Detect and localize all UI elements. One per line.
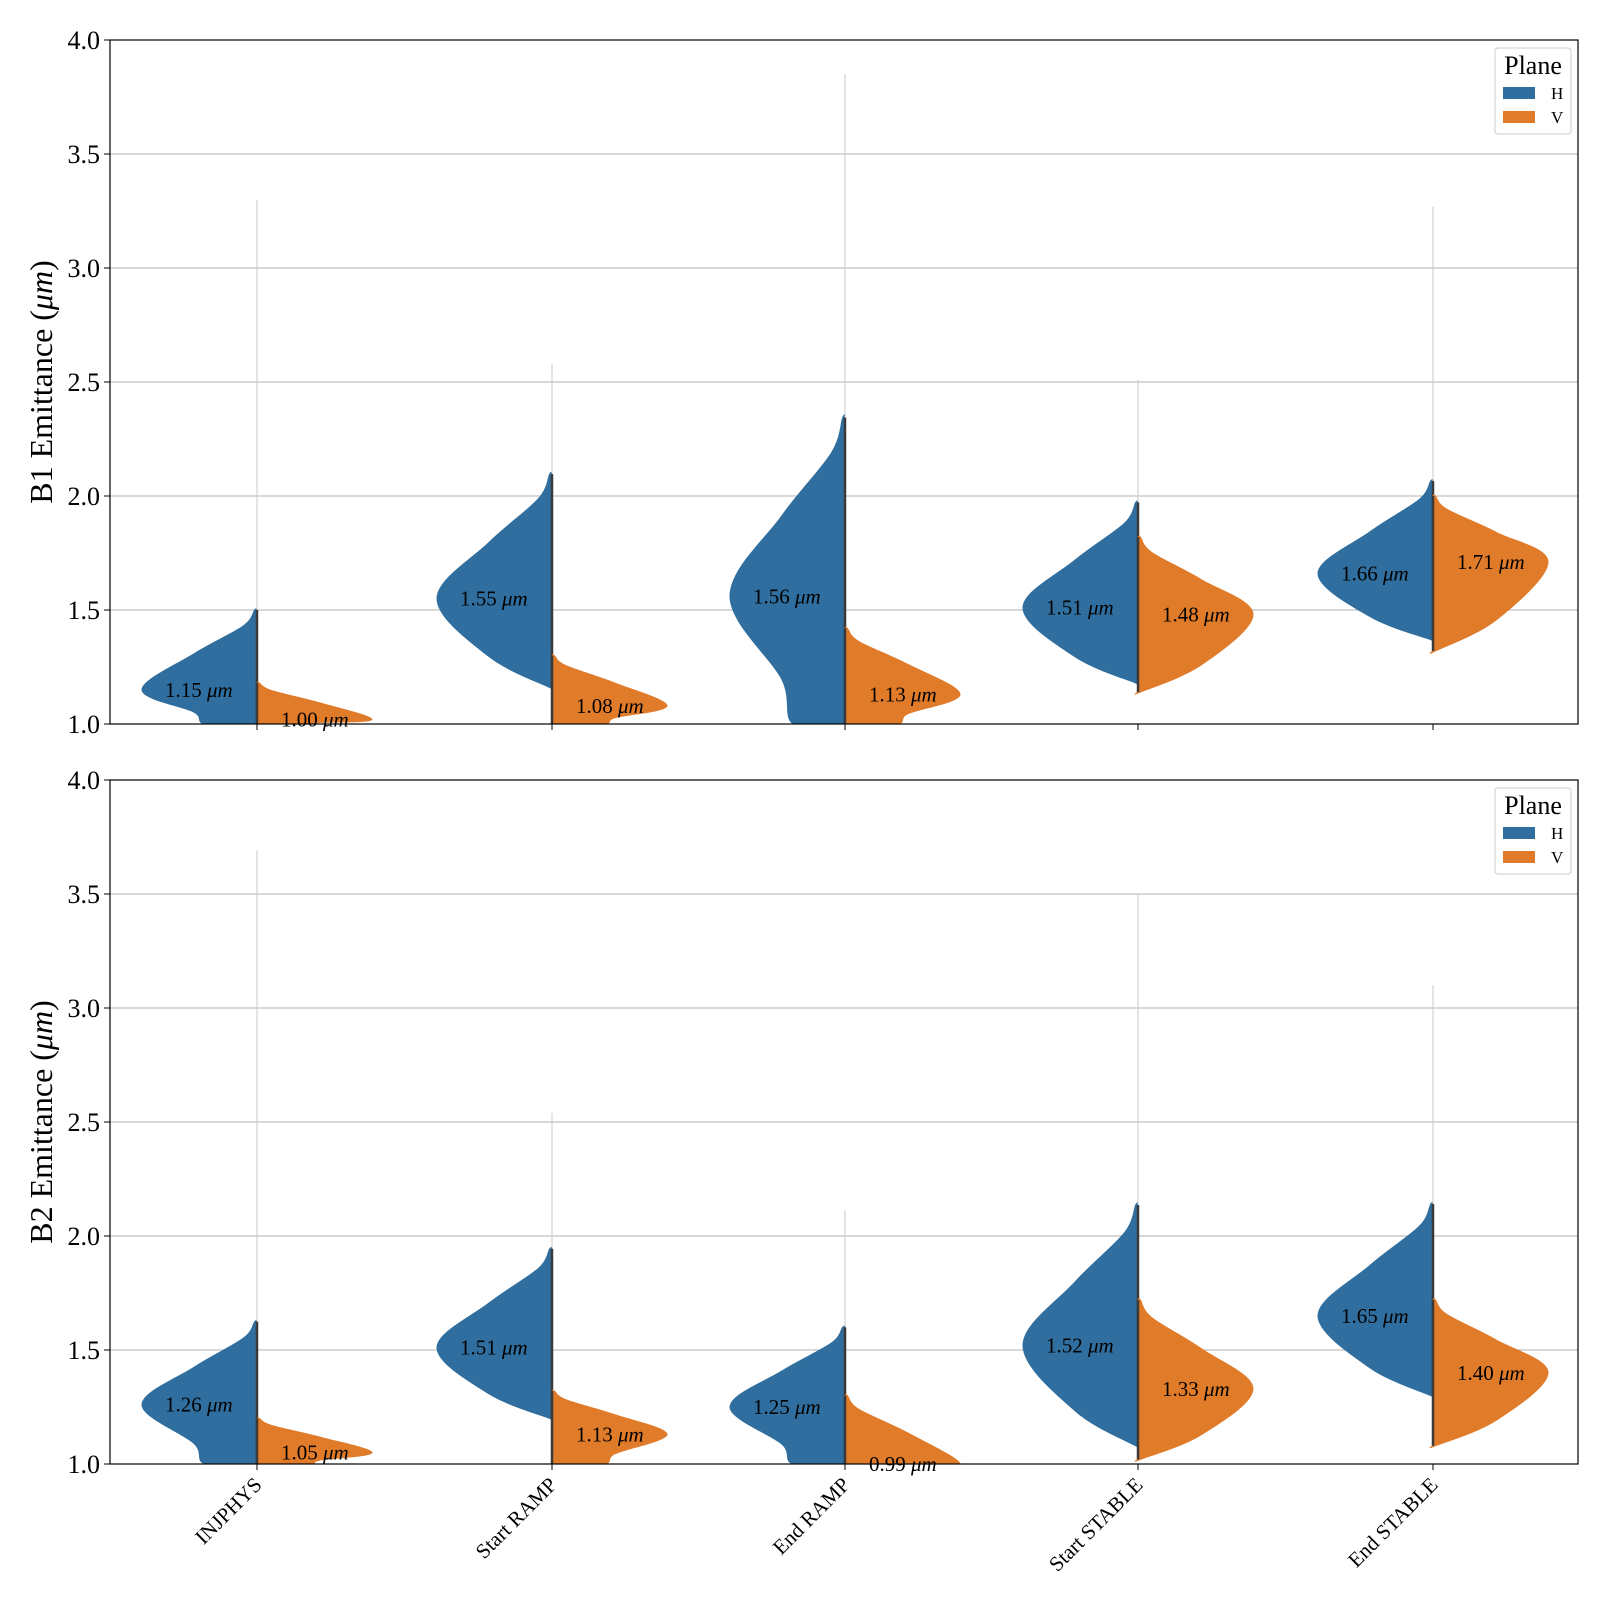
x-tick-label: Start STABLE: [1044, 1473, 1148, 1577]
median-label-h: 1.56 μm: [753, 584, 821, 608]
median-label-h: 1.65 μm: [1341, 1304, 1409, 1328]
legend-title: Plane: [1504, 51, 1562, 80]
violin-h-1: [141, 608, 258, 724]
y-tick-label: 3.0: [68, 994, 101, 1023]
violin-h-3: [729, 1325, 846, 1464]
violin-h-5: [1317, 479, 1437, 642]
x-tick-label: Start RAMP: [471, 1473, 562, 1564]
median-label-h: 1.26 μm: [165, 1393, 233, 1417]
panel-2: 1.0 1.5 2.0 2.5 3.0 3.5 4.0 B2 Emittance (μm) 1.…: [23, 766, 1579, 1479]
legend-swatch-v: [1503, 851, 1535, 863]
x-tick-label: INJPHYS: [190, 1473, 266, 1549]
median-label-h: 1.52 μm: [1046, 1333, 1114, 1357]
y-tick-label: 3.0: [68, 254, 101, 283]
y-tick-label: 1.5: [68, 1336, 101, 1365]
median-label-h: 1.66 μm: [1341, 562, 1409, 586]
median-label-v: 1.40 μm: [1457, 1361, 1525, 1385]
median-label-v: 1.13 μm: [576, 1422, 644, 1446]
y-axis-label: B2 Emittance (μm): [23, 1000, 59, 1244]
legend-swatch-v: [1503, 111, 1535, 123]
y-tick-label: 3.5: [68, 880, 101, 909]
median-label-v: 1.13 μm: [869, 682, 937, 706]
y-tick-label: 4.0: [68, 766, 101, 795]
median-label-h: 1.25 μm: [753, 1395, 821, 1419]
legend: Plane HV: [1494, 47, 1572, 135]
legend-swatch-h: [1503, 87, 1535, 99]
median-label-h: 1.51 μm: [1046, 596, 1114, 620]
violin-h-2: [436, 471, 556, 691]
violin-h-2: [436, 1246, 556, 1421]
y-tick-label: 1.0: [68, 710, 101, 739]
violin-v-3: [844, 626, 961, 724]
y-tick-label: 4.0: [68, 26, 101, 55]
legend-label-v: V: [1551, 108, 1564, 127]
violin-h-1: [141, 1320, 258, 1464]
legend-label-h: H: [1551, 824, 1563, 843]
legend-swatch-h: [1503, 827, 1535, 839]
violins: [141, 850, 1549, 1464]
violin-h-4: [1022, 500, 1142, 686]
y-tick-label: 2.0: [68, 482, 101, 511]
y-tick-label: 2.5: [68, 1108, 101, 1137]
median-label-h: 1.51 μm: [460, 1336, 528, 1360]
y-tick-label: 1.0: [68, 1450, 101, 1479]
violin-v-5: [1429, 494, 1549, 654]
legend: Plane HV: [1494, 787, 1572, 875]
median-label-h: 1.55 μm: [460, 587, 528, 611]
y-tick-label: 3.5: [68, 140, 101, 169]
plot-frame: [109, 39, 1579, 725]
violin-v-3: [844, 1394, 961, 1464]
legend-label-v: V: [1551, 848, 1564, 867]
violin-v-4: [1134, 535, 1254, 695]
violin-v-2: [551, 1389, 668, 1464]
y-tick-label: 2.5: [68, 368, 101, 397]
median-label-h: 1.15 μm: [165, 678, 233, 702]
violin-h-4: [1022, 1202, 1142, 1449]
median-label-v: 1.71 μm: [1457, 550, 1525, 574]
y-axis-label: B1 Emittance (μm): [23, 260, 59, 504]
median-label-v: 1.33 μm: [1162, 1377, 1230, 1401]
median-label-v: 1.00 μm: [281, 707, 349, 731]
median-label-v: 1.48 μm: [1162, 603, 1230, 627]
x-tick-label: End STABLE: [1343, 1473, 1443, 1573]
x-tick-label: End RAMP: [768, 1473, 855, 1560]
panel-1: 1.0 1.5 2.0 2.5 3.0 3.5 4.0 B1 Emittance (μm) 1.…: [23, 26, 1579, 739]
violin-h-3: [729, 414, 846, 724]
y-tick-label: 1.5: [68, 596, 101, 625]
legend-title: Plane: [1504, 791, 1562, 820]
median-label-v: 1.08 μm: [576, 694, 644, 718]
violin-v-5: [1429, 1298, 1549, 1449]
median-label-v: 1.05 μm: [281, 1441, 349, 1465]
legend-label-h: H: [1551, 84, 1563, 103]
violin-v-4: [1134, 1298, 1254, 1462]
y-tick-label: 2.0: [68, 1222, 101, 1251]
plot-frame: [109, 779, 1579, 1465]
violins: [141, 74, 1549, 724]
violin-h-5: [1317, 1201, 1437, 1399]
